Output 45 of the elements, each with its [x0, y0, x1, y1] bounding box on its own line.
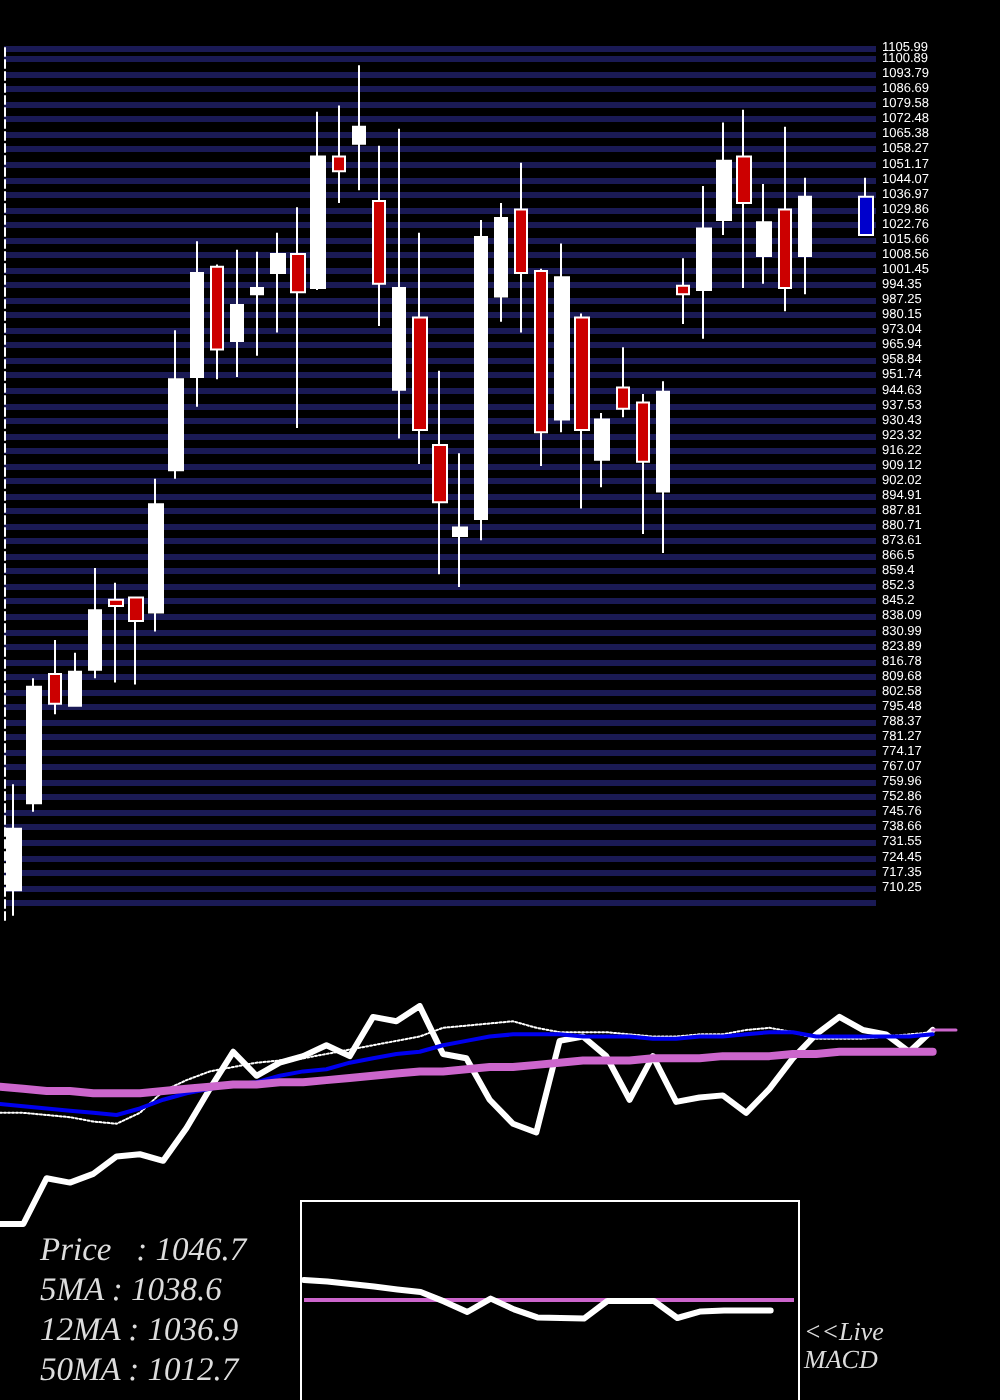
candlestick [352, 64, 366, 192]
candlestick [68, 651, 82, 707]
candlestick [696, 185, 712, 340]
candlestick [148, 477, 164, 633]
candlestick [798, 176, 812, 296]
candlestick [432, 369, 448, 576]
candlestick [48, 639, 62, 716]
candlestick [778, 125, 792, 313]
candlestick [392, 127, 406, 440]
candlestick [372, 144, 386, 328]
candlestick [230, 248, 244, 379]
candlestick [534, 267, 548, 468]
candlestick [250, 250, 264, 357]
candlestick [412, 231, 428, 465]
candlestick [494, 202, 508, 323]
candlestick [452, 452, 468, 588]
text: 50MA : 1012.7 [40, 1350, 242, 1390]
candlestick [290, 206, 306, 429]
candlestick [858, 176, 874, 236]
candlestick [88, 566, 102, 680]
candlestick [736, 108, 752, 289]
text: 12MA : 1036.9 [40, 1310, 241, 1350]
candlestick [332, 104, 346, 205]
candlestick [716, 121, 732, 236]
candlestick [756, 182, 772, 285]
candlestick [190, 240, 204, 408]
candlestick [128, 596, 144, 686]
candlestick [310, 110, 326, 292]
candlestick [676, 257, 690, 325]
candlestick [636, 392, 650, 535]
candlestick [554, 242, 570, 434]
candlestick [474, 219, 488, 542]
text: <<Live MACD [804, 1316, 886, 1374]
candlestick [270, 231, 286, 334]
candlestick [26, 677, 42, 813]
text: 5MA : 1038.6 [40, 1270, 224, 1310]
candlestick [168, 329, 184, 480]
candlestick [108, 581, 124, 684]
text: Price : 1046.7 [40, 1230, 250, 1270]
candlestick [616, 346, 630, 419]
candlestick [210, 263, 224, 381]
candlestick [656, 380, 670, 555]
candlestick [574, 312, 590, 510]
candlestick [514, 161, 528, 334]
candlestick [594, 412, 610, 489]
